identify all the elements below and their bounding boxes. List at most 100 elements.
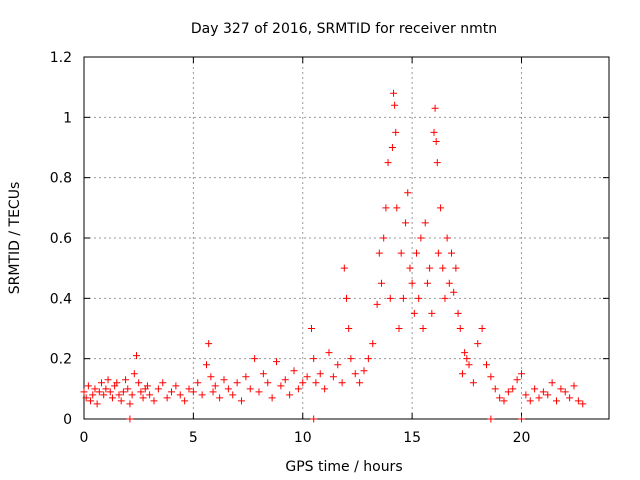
data-point [303,373,311,381]
data-point [126,415,134,423]
data-point [126,400,134,408]
data-point [246,385,254,393]
data-point [189,388,197,396]
data-point [264,379,272,387]
data-point [574,397,582,405]
x-tick-label: 0 [80,430,89,446]
data-point [84,382,92,390]
data-point [104,376,112,384]
data-point [531,385,539,393]
chart-title: Day 327 of 2016, SRMTID for receiver nmt… [191,21,497,37]
data-point [375,249,383,257]
data-point [461,349,469,357]
data-point [294,385,302,393]
data-point [194,379,202,387]
data-point [216,394,224,402]
data-point [397,249,405,257]
data-point [408,279,416,287]
y-tick-label: 0.2 [50,352,72,368]
data-point [255,388,263,396]
data-point [487,415,495,423]
data-point [426,264,434,272]
grid [84,57,609,419]
y-tick-label: 0.4 [50,291,72,307]
data-point [238,397,245,405]
x-tick-label: 15 [403,430,421,446]
data-point [80,388,88,396]
data-point [428,309,436,317]
data-point [185,385,193,393]
data-point [439,264,447,272]
data-point [504,388,512,396]
data-point [299,379,307,387]
data-point [93,400,101,408]
data-point [548,379,556,387]
data-point [434,249,442,257]
data-point [233,379,241,387]
data-point [452,264,460,272]
data-point [450,288,458,296]
data-point [124,385,132,393]
data-point [487,373,495,381]
data-point [117,397,125,405]
data-point [82,394,90,402]
data-point [509,385,517,393]
data-point [102,385,110,393]
data-point [343,294,350,302]
data-point [391,101,399,109]
data-point [496,394,504,402]
data-point [312,379,320,387]
data-point [119,388,127,396]
data-point [211,382,219,390]
data-point [384,159,392,167]
data-point [539,388,547,396]
data-point [168,388,175,396]
data-point [443,234,451,242]
data-point [87,397,95,405]
data-point [395,325,403,332]
data-point [172,382,180,390]
data-point [544,391,552,399]
data-point [500,397,508,405]
data-point [431,104,439,112]
data-point [181,397,189,405]
data-point [437,204,445,212]
data-point [415,294,423,302]
data-point [392,128,400,136]
data-point [478,325,486,332]
tick-labels: 0 0.2 0.4 0.6 0.8 1 1.2 0 5 10 15 20 [50,50,531,446]
data-point [351,370,359,378]
data-point [290,367,298,375]
data-point [89,391,97,399]
data-point [483,361,490,369]
data-point [251,355,259,363]
data-point [518,415,525,423]
data-point [579,400,587,408]
data-point [135,379,143,387]
data-point [286,391,294,399]
y-tick-label: 0 [63,412,72,428]
data-point [382,204,390,212]
data-point [115,391,123,399]
y-tick-label: 1.2 [50,50,72,66]
data-point [356,379,364,387]
data-point [113,379,121,387]
data-point [566,394,574,402]
data-point [133,352,140,360]
data-point [369,340,377,348]
data-point [163,394,171,402]
data-point [413,249,420,257]
data-point [421,219,429,227]
data-point [310,415,318,423]
data-point [106,388,114,396]
data-point [203,361,210,369]
data-point [325,349,333,357]
data-point [198,391,206,399]
data-point [491,385,499,393]
x-tick-label: 20 [513,430,531,446]
data-point [378,279,385,287]
data-point [340,264,348,272]
data-point [207,373,215,381]
